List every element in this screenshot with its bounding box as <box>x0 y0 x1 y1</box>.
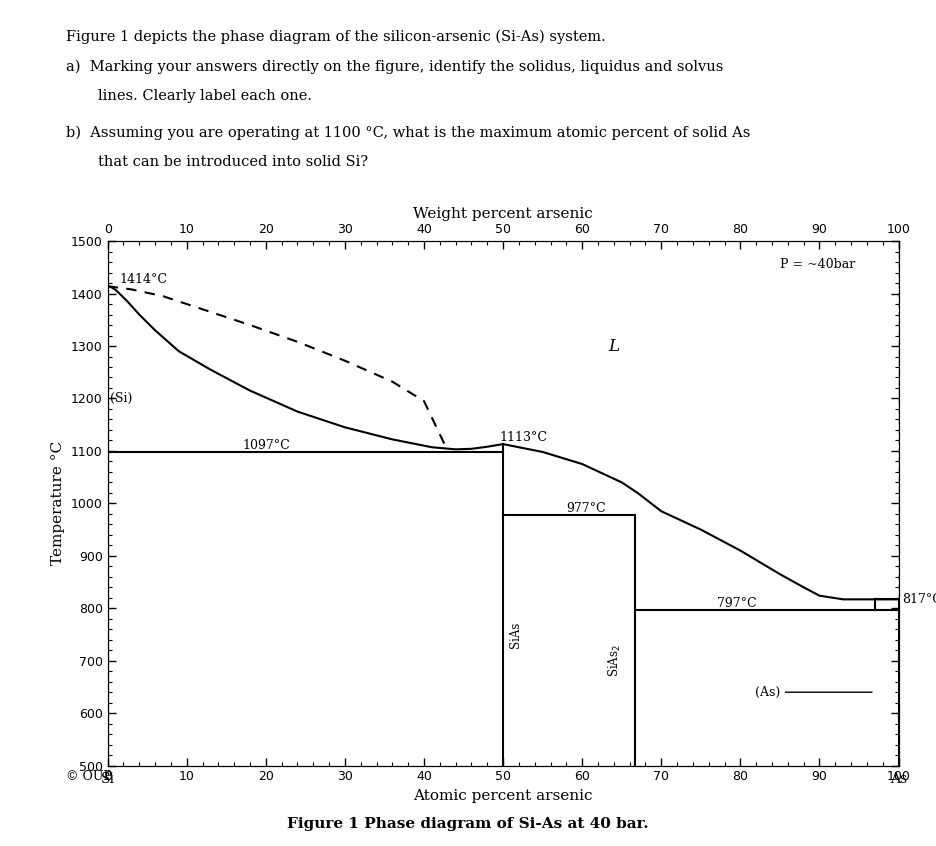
Text: L: L <box>608 338 620 354</box>
Text: 1097°C: 1097°C <box>242 439 290 453</box>
Text: Figure 1 Phase diagram of Si-As at 40 bar.: Figure 1 Phase diagram of Si-As at 40 ba… <box>287 816 649 831</box>
Text: As: As <box>890 772 907 786</box>
Text: 797°C: 797°C <box>717 596 756 610</box>
Text: SiAs: SiAs <box>509 621 522 648</box>
Text: lines. Clearly label each one.: lines. Clearly label each one. <box>98 89 313 103</box>
Text: (As): (As) <box>754 686 872 699</box>
Text: 1414°C: 1414°C <box>120 273 168 286</box>
Text: that can be introduced into solid Si?: that can be introduced into solid Si? <box>98 155 369 169</box>
Text: Si: Si <box>101 772 114 786</box>
Text: P = ~40bar: P = ~40bar <box>780 258 856 272</box>
Text: Figure 1 depicts the phase diagram of the silicon-arsenic (Si-As) system.: Figure 1 depicts the phase diagram of th… <box>66 30 606 44</box>
Text: © OUP: © OUP <box>66 770 111 783</box>
Text: 817°C: 817°C <box>902 593 936 606</box>
X-axis label: Weight percent arsenic: Weight percent arsenic <box>413 206 593 221</box>
X-axis label: Atomic percent arsenic: Atomic percent arsenic <box>414 789 592 803</box>
Text: SiAs$_2$: SiAs$_2$ <box>607 645 623 677</box>
Text: 1113°C: 1113°C <box>499 431 548 444</box>
Text: (Si): (Si) <box>110 392 132 405</box>
Text: a)  Marking your answers directly on the figure, identify the solidus, liquidus : a) Marking your answers directly on the … <box>66 59 723 74</box>
Text: b)  Assuming you are operating at 1100 °C, what is the maximum atomic percent of: b) Assuming you are operating at 1100 °C… <box>66 125 750 140</box>
Y-axis label: Temperature °C: Temperature °C <box>51 442 66 565</box>
Text: 977°C: 977°C <box>566 503 606 515</box>
